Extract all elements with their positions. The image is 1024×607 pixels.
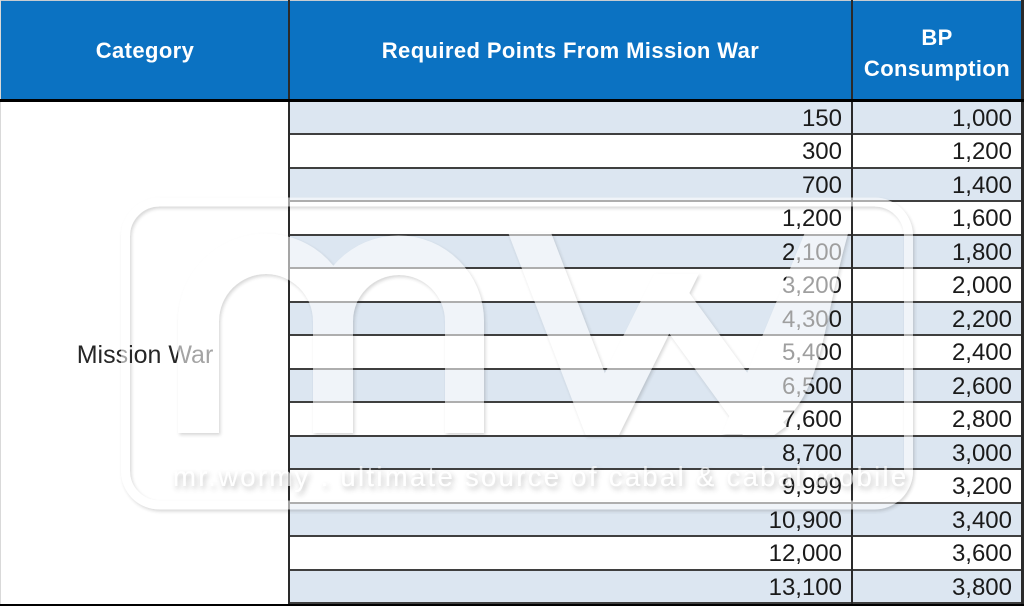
svg-text:mr.wormy . ultimate source of: mr.wormy . ultimate source of cabal & ca…: [173, 461, 909, 492]
